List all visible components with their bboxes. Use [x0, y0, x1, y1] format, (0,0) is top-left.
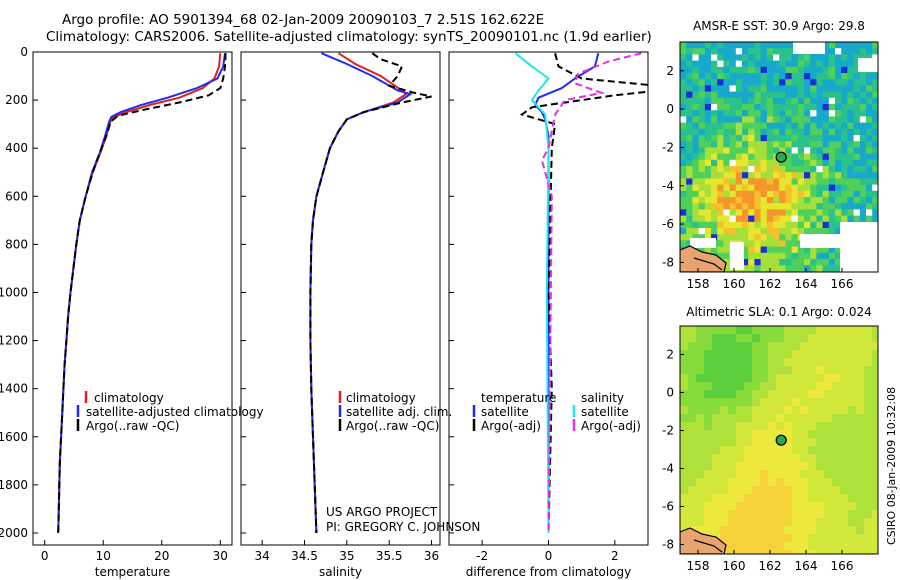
map-title: AMSR-E SST: 30.9 Argo: 29.8 — [693, 19, 865, 33]
credit-line1: US ARGO PROJECT — [326, 505, 438, 519]
plot-frame — [240, 51, 441, 546]
map-y-tick-label: -4 — [662, 462, 674, 476]
map-y-tick-label: -2 — [662, 140, 674, 154]
argo-float-marker — [775, 151, 787, 163]
map-frame — [679, 325, 879, 555]
sla-map-panel: Altimetric SLA: 0.1 Argo: 0.024 158 160 162… — [662, 305, 879, 573]
salinity-panel: 34 34.5 35 35.5 36 salinity — [240, 51, 441, 579]
legend-label-climatology: climatology — [94, 391, 164, 405]
x-tick-label: -2 — [476, 549, 488, 563]
map-y-tick-label: -6 — [662, 500, 674, 514]
difference-legend: temperature satellite Argo(-adj) salinit… — [472, 391, 641, 433]
map-x-tick-label: 164 — [795, 277, 818, 291]
temperature-legend: climatology satellite-adjusted climatolo… — [76, 391, 264, 433]
map-title: Altimetric SLA: 0.1 Argo: 0.024 — [686, 305, 871, 319]
series-line-satellite-adj-clim — [309, 52, 413, 534]
coastline — [680, 245, 727, 272]
legend-label-temp-satellite: satellite — [481, 405, 529, 419]
y-tick-label: 600 — [5, 189, 28, 203]
x-tick-label: 34.5 — [291, 549, 318, 563]
y-tick-label: 0 — [20, 45, 28, 59]
series-line-climatology — [57, 53, 222, 534]
salinity-legend: climatology satellite adj. clim. Argo(..… — [338, 391, 452, 433]
map-x-tick-label: 164 — [795, 559, 818, 573]
y-tick-label: 1200 — [0, 334, 28, 348]
map-x-tick-label: 160 — [723, 277, 746, 291]
temperature-panel: 0 10 20 30 0 200 400 600 800 1000 1200 1400 1600 1800… — [0, 45, 233, 579]
x-tick-label: 34 — [255, 549, 270, 563]
y-tick-label: 1400 — [0, 382, 28, 396]
map-y-tick-label: 0 — [666, 102, 674, 116]
coastline — [680, 527, 727, 554]
x-tick-label: 30 — [213, 549, 228, 563]
x-tick-label: 35.5 — [376, 549, 403, 563]
legend-label-satellite-adjusted: satellite-adjusted climatology — [86, 405, 264, 419]
plot-frame — [32, 51, 233, 546]
figure-title-line2: Climatology: CARS2006. Satellite-adjuste… — [46, 29, 652, 45]
x-axis-label: salinity — [319, 565, 362, 579]
map-x-tick-label: 166 — [831, 277, 854, 291]
x-tick-label: 2 — [611, 549, 619, 563]
map-y-tick-label: 2 — [666, 64, 674, 78]
series-line-climatology — [309, 52, 408, 534]
difference-panel: -2 0 2 difference from climatology — [448, 51, 649, 579]
legend-label-argo: Argo(..raw -QC) — [346, 419, 439, 433]
figure-title-line1: Argo profile: AO 5901394_68 02-Jan-2009 … — [62, 12, 544, 28]
map-frame — [679, 41, 879, 273]
map-x-tick-label: 160 — [723, 559, 746, 573]
legend-label-sal-argo: Argo(-adj) — [581, 419, 641, 433]
credit-line2: PI: GREGORY C. JOHNSON — [326, 520, 480, 534]
map-x-tick-label: 158 — [687, 559, 710, 573]
series-line-salinity-argo-adj — [540, 52, 642, 534]
map-x-tick-label: 158 — [687, 277, 710, 291]
series-line-temperature-satellite — [534, 52, 600, 533]
map-y-tick-label: -2 — [662, 424, 674, 438]
map-y-tick-label: -8 — [662, 255, 674, 269]
map-x-tick-label: 162 — [759, 277, 782, 291]
x-tick-label: 35 — [339, 549, 354, 563]
x-tick-label: 10 — [96, 549, 111, 563]
legend-header-salinity: salinity — [581, 391, 624, 405]
x-tick-label: 0 — [41, 549, 49, 563]
legend-label-sal-satellite: satellite — [581, 405, 629, 419]
legend-label-climatology: climatology — [346, 391, 416, 405]
series-line-argo-raw-qc — [309, 52, 432, 534]
x-axis-label: temperature — [95, 565, 170, 579]
y-tick-label: 1600 — [0, 430, 28, 444]
y-tick-label: 800 — [5, 237, 28, 251]
x-tick-label: 20 — [154, 549, 169, 563]
map-field — [680, 42, 878, 272]
map-y-tick-label: 0 — [666, 386, 674, 400]
map-x-tick-label: 162 — [759, 559, 782, 573]
sst-map-panel: AMSR-E SST: 30.9 Argo: 29.8 158 160 162 164 1… — [662, 19, 879, 291]
x-axis-label: difference from climatology — [466, 565, 632, 579]
side-timestamp-label: CSIRO 08-Jan-2009 10:32:08 — [885, 387, 898, 545]
series-line-salinity-satellite — [514, 52, 550, 534]
legend-label-temp-argo: Argo(-adj) — [481, 419, 541, 433]
map-y-tick-label: 2 — [666, 348, 674, 362]
map-x-tick-label: 166 — [831, 559, 854, 573]
map-y-tick-label: -4 — [662, 179, 674, 193]
series-line-argo-raw-qc — [57, 53, 227, 534]
y-tick-label: 400 — [5, 141, 28, 155]
argo-float-marker — [775, 434, 787, 446]
y-tick-label: 1800 — [0, 478, 28, 492]
legend-header-temperature: temperature — [481, 391, 556, 405]
map-y-tick-label: -8 — [662, 538, 674, 552]
legend-label-argo: Argo(..raw -QC) — [86, 419, 179, 433]
y-tick-label: 1000 — [0, 285, 28, 299]
legend-label-satellite-adj: satellite adj. clim. — [346, 405, 452, 419]
x-tick-label: 0 — [545, 549, 553, 563]
map-y-tick-label: -6 — [662, 217, 674, 231]
y-tick-label: 2000 — [0, 526, 28, 540]
y-tick-label: 200 — [5, 93, 28, 107]
series-line-temperature-argo-adj — [519, 52, 648, 534]
x-tick-label: 36 — [424, 549, 439, 563]
series-line-satellite-adjusted-climatology — [57, 53, 226, 534]
